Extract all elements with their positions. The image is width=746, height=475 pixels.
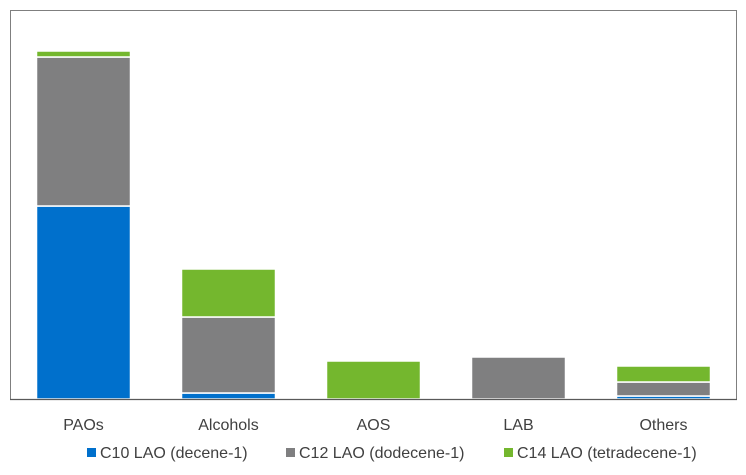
bars-group <box>35 50 712 400</box>
x-tick-label-alcohols: Alcohols <box>198 417 258 434</box>
x-tick-label-others: Others <box>639 417 687 434</box>
legend-label-1: C10 LAO (decene-1) <box>100 445 248 462</box>
x-tick-label-paos: PAOs <box>63 417 104 434</box>
bar-paos-series-2 <box>35 56 132 207</box>
x-tick-label-aos: AOS <box>357 417 391 434</box>
legend-swatch-3 <box>504 448 513 457</box>
x-tick-label-lab: LAB <box>503 417 533 434</box>
legend-swatch-1 <box>87 448 96 457</box>
legend-swatch-2 <box>286 448 295 457</box>
bar-others-series-2 <box>615 381 712 397</box>
bar-aos-series-3 <box>325 360 422 400</box>
bar-others-series-3 <box>615 365 712 383</box>
legend-label-3: C14 LAO (tetradecene-1) <box>517 445 697 462</box>
bar-paos-series-3 <box>35 50 132 58</box>
bar-alcohols-series-1 <box>180 392 277 400</box>
bar-lab-series-2 <box>470 356 567 400</box>
legend: C10 LAO (decene-1) C12 LAO (dodecene-1) C1… <box>87 445 697 462</box>
bar-alcohols-series-2 <box>180 316 277 394</box>
bar-paos-series-1 <box>35 205 132 400</box>
x-tick-labels: PAOs Alcohols AOS LAB Others <box>63 417 687 434</box>
bar-alcohols-series-3 <box>180 268 277 318</box>
legend-label-2: C12 LAO (dodecene-1) <box>299 445 464 462</box>
